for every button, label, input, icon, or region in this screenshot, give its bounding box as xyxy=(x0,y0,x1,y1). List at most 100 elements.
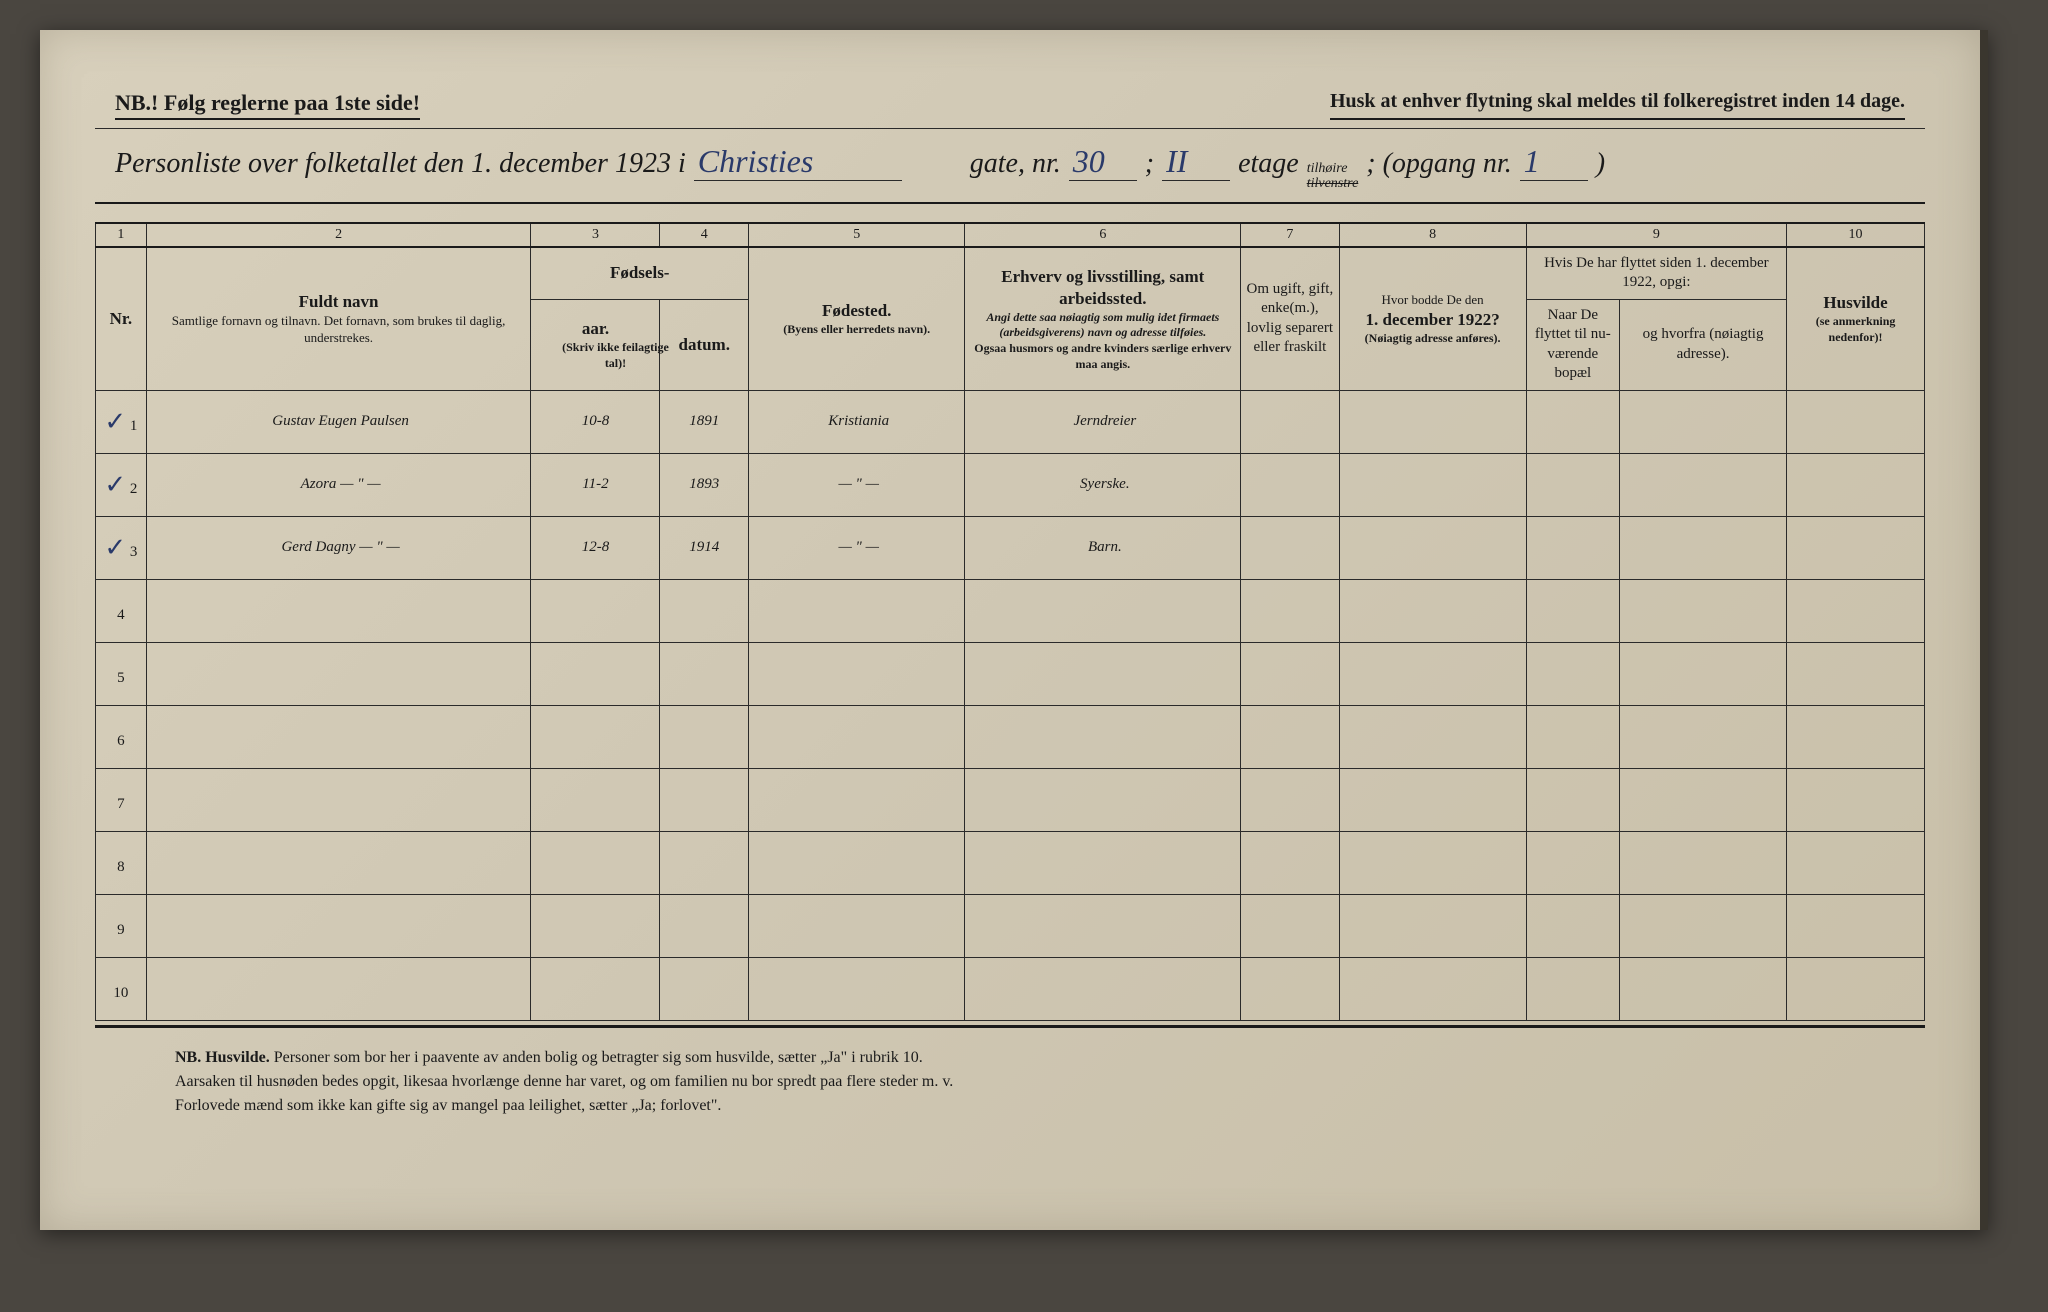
cell-where-from xyxy=(1620,831,1787,894)
cell-marital xyxy=(1241,705,1339,768)
cell-birthplace: — " — xyxy=(748,453,964,516)
col-when-moved: Naar De flyttet til nu-værende bopæl xyxy=(1526,299,1619,390)
cell-husvilde xyxy=(1787,579,1925,642)
cell-name xyxy=(146,831,531,894)
census-form-page: NB.! Følg reglerne paa 1ste side! Husk a… xyxy=(40,30,1988,1230)
opgang-number: 1 xyxy=(1520,143,1588,181)
cell-occupation: Jerndreier xyxy=(965,390,1241,453)
col-moved: Hvis De har flyttet siden 1. december 19… xyxy=(1526,247,1786,300)
year-header: aar. xyxy=(535,318,655,340)
cell-where-from xyxy=(1620,390,1787,453)
census-table: 1 2 3 4 5 6 7 8 9 10 Nr. Fuldt navn xyxy=(95,222,1925,1021)
row-number: 5 xyxy=(96,642,147,705)
table-row: 8 xyxy=(96,831,1925,894)
top-header-line: NB.! Følg reglerne paa 1ste side! Husk a… xyxy=(95,90,1925,129)
cell-birthplace xyxy=(748,642,964,705)
column-title-row: Nr. Fuldt navn Samtlige fornavn og tilna… xyxy=(96,247,1925,300)
cell-husvilde xyxy=(1787,768,1925,831)
cell-marital xyxy=(1241,831,1339,894)
table-row: ✓ 2Azora — " —11-21893— " —Syerske. xyxy=(96,453,1925,516)
cell-prev-addr xyxy=(1339,453,1526,516)
cell-husvilde xyxy=(1787,642,1925,705)
side-indicator: tilhøire tilvenstre xyxy=(1307,161,1359,192)
semicolon: ; xyxy=(1145,148,1154,180)
etage-number: II xyxy=(1162,143,1230,181)
cell-date xyxy=(660,642,748,705)
cell-occupation xyxy=(965,894,1241,957)
cell-year: 10-8 xyxy=(531,390,660,453)
col-nr: Nr. xyxy=(96,247,147,391)
cell-year xyxy=(531,768,660,831)
cell-name xyxy=(146,768,531,831)
cell-name xyxy=(146,894,531,957)
cell-prev-addr xyxy=(1339,579,1526,642)
husvilde-sub: (se anmerkning nedenfor)! xyxy=(1791,314,1920,345)
table-row: 5 xyxy=(96,642,1925,705)
cell-when-moved xyxy=(1526,894,1619,957)
cell-when-moved xyxy=(1526,453,1619,516)
cell-husvilde xyxy=(1787,894,1925,957)
cell-marital xyxy=(1241,642,1339,705)
husk-instruction: Husk at enhver flytning skal meldes til … xyxy=(1330,90,1905,120)
cell-when-moved xyxy=(1526,957,1619,1020)
cell-where-from xyxy=(1620,642,1787,705)
occupation-sub2: Ogsaa husmors og andre kvinders særlige … xyxy=(969,341,1236,372)
cell-year: 11-2 xyxy=(531,453,660,516)
cell-husvilde xyxy=(1787,453,1925,516)
cell-name xyxy=(146,579,531,642)
colnum-4: 4 xyxy=(660,223,748,247)
colnum-5: 5 xyxy=(748,223,964,247)
cell-when-moved xyxy=(1526,768,1619,831)
cell-occupation: Syerske. xyxy=(965,453,1241,516)
cell-marital xyxy=(1241,390,1339,453)
cell-name xyxy=(146,642,531,705)
cell-prev-addr xyxy=(1339,642,1526,705)
cell-husvilde xyxy=(1787,516,1925,579)
cell-year xyxy=(531,831,660,894)
cell-husvilde xyxy=(1787,831,1925,894)
cell-where-from xyxy=(1620,957,1787,1020)
prev-addr-sub: (Nøiagtig adresse anføres). xyxy=(1344,331,1522,347)
cell-birthplace: Kristiania xyxy=(748,390,964,453)
footnote-line2: Aarsaken til husnøden bedes opgit, likes… xyxy=(175,1073,953,1090)
row-number: 4 xyxy=(96,579,147,642)
cell-marital xyxy=(1241,453,1339,516)
cell-occupation xyxy=(965,957,1241,1020)
cell-husvilde xyxy=(1787,957,1925,1020)
cell-date: 1891 xyxy=(660,390,748,453)
row-number: 6 xyxy=(96,705,147,768)
cell-prev-addr xyxy=(1339,705,1526,768)
cell-year xyxy=(531,894,660,957)
cell-year xyxy=(531,957,660,1020)
footnote-nb: NB. Husvilde. xyxy=(175,1049,270,1066)
cell-where-from xyxy=(1620,768,1787,831)
content-area: NB.! Følg reglerne paa 1ste side! Husk a… xyxy=(95,90,1925,1170)
cell-marital xyxy=(1241,579,1339,642)
tilhoire-text: tilhøire xyxy=(1307,161,1348,176)
cell-when-moved xyxy=(1526,831,1619,894)
cell-occupation xyxy=(965,705,1241,768)
cell-prev-addr xyxy=(1339,768,1526,831)
footnote: NB. Husvilde. Personer som bor her i paa… xyxy=(95,1046,1925,1118)
cell-marital xyxy=(1241,516,1339,579)
colnum-1: 1 xyxy=(96,223,147,247)
col-where-from: og hvorfra (nøiagtig adresse). xyxy=(1620,299,1787,390)
cell-name xyxy=(146,705,531,768)
col-birthplace: Fødested. (Byens eller herredets navn). xyxy=(748,247,964,391)
footnote-line1: Personer som bor her i paavente av anden… xyxy=(274,1049,923,1066)
col-birth: Fødsels- xyxy=(531,247,748,300)
colnum-7: 7 xyxy=(1241,223,1339,247)
col-prev-address: Hvor bodde De den 1. december 1922? (Nøi… xyxy=(1339,247,1526,391)
cell-prev-addr xyxy=(1339,516,1526,579)
row-number: 10 xyxy=(96,957,147,1020)
cell-occupation xyxy=(965,642,1241,705)
cell-where-from xyxy=(1620,516,1787,579)
occupation-header: Erhverv og livsstilling, samt arbeidsste… xyxy=(969,266,1236,310)
prev-addr-1: Hvor bodde De den xyxy=(1344,292,1522,309)
name-header: Fuldt navn xyxy=(151,291,527,313)
col-occupation: Erhverv og livsstilling, samt arbeidsste… xyxy=(965,247,1241,391)
cell-occupation xyxy=(965,579,1241,642)
cell-birthplace xyxy=(748,705,964,768)
cell-date xyxy=(660,831,748,894)
prev-addr-date: 1. december 1922? xyxy=(1344,309,1522,331)
